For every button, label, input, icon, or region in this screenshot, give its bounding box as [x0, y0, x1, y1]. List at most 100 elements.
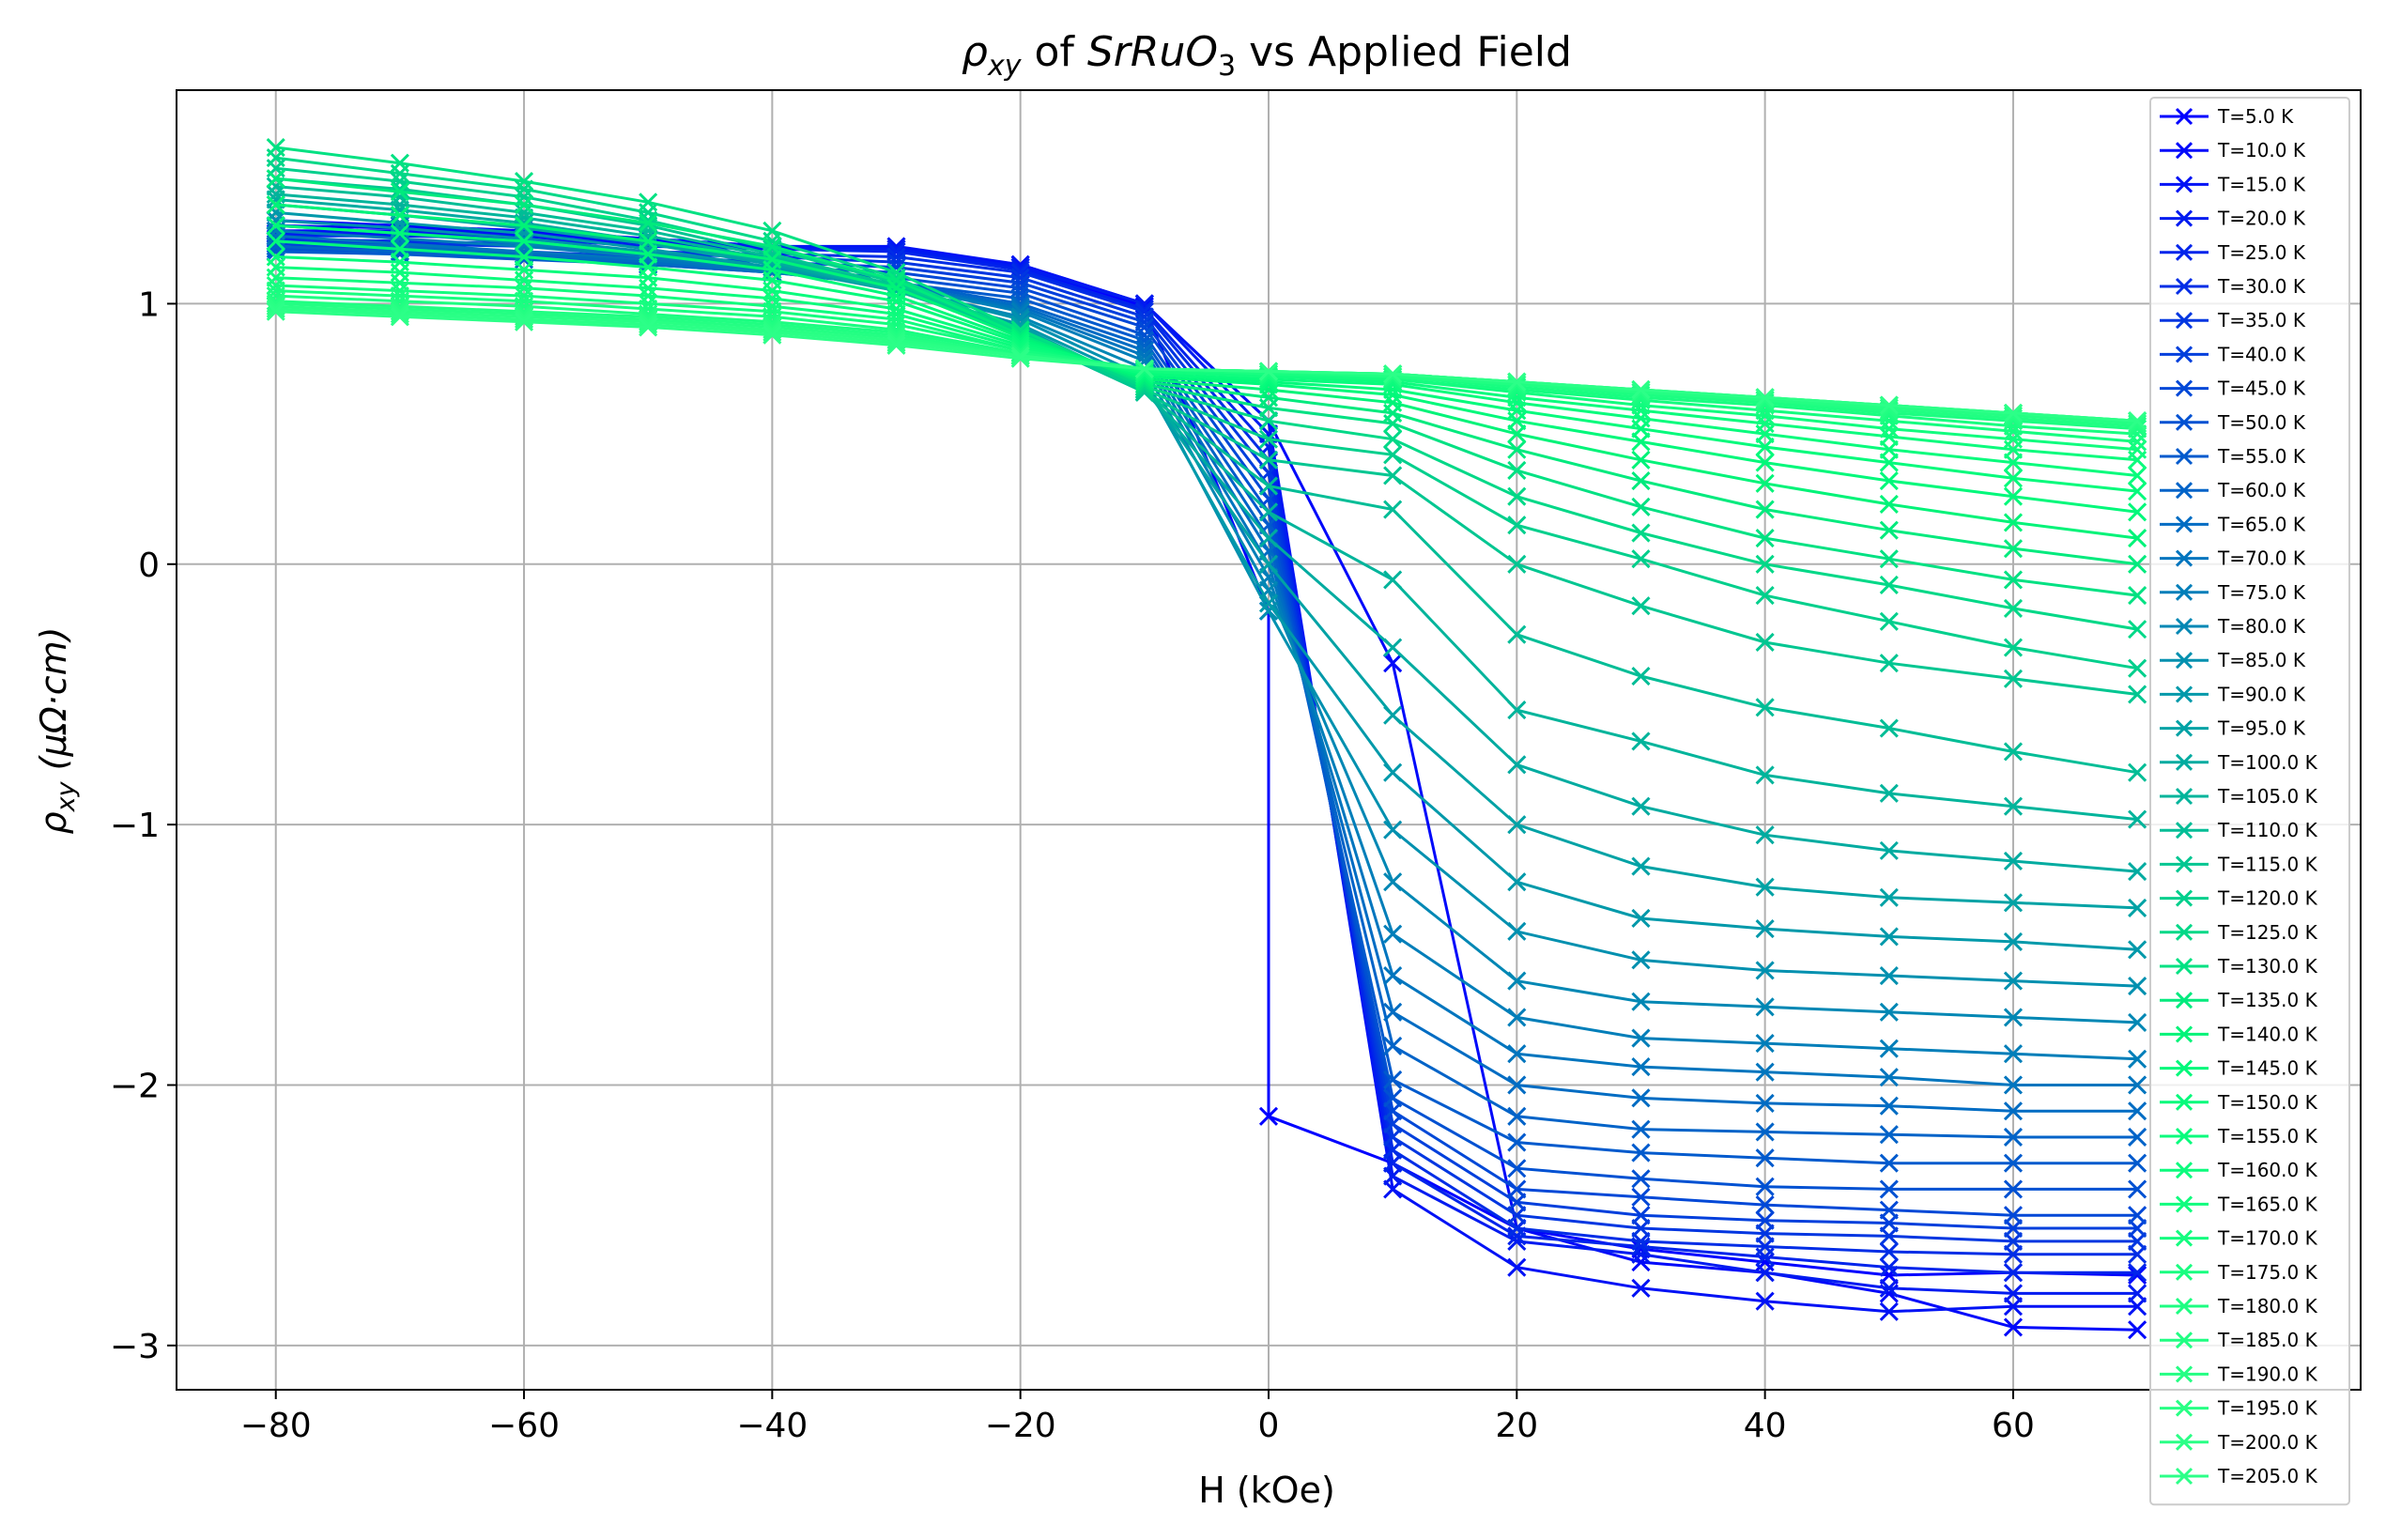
- data-point: [1383, 364, 1403, 384]
- legend-label: T=145.0 K: [2217, 1057, 2318, 1080]
- legend-marker: [2175, 1365, 2194, 1383]
- series-line: [275, 185, 2138, 775]
- data-point: [1879, 549, 1899, 569]
- legend-entry: T=25.0 K: [2160, 241, 2306, 264]
- legend-label: T=5.0 K: [2217, 105, 2294, 128]
- data-point: [1631, 856, 1651, 876]
- data-point: [1755, 1177, 1775, 1196]
- legend-label: T=135.0 K: [2217, 989, 2318, 1011]
- data-point: [1383, 1070, 1403, 1090]
- y-tick-label: −2: [110, 1067, 160, 1105]
- data-point: [2128, 411, 2147, 431]
- data-point: [1507, 815, 1527, 835]
- data-point: [2003, 406, 2024, 425]
- legend-marker: [2175, 719, 2194, 737]
- data-point: [1631, 1278, 1651, 1298]
- data-point: [1507, 1179, 1527, 1199]
- legend-marker: [2175, 1263, 2194, 1281]
- data-point: [1755, 961, 1775, 980]
- data-point: [514, 172, 534, 192]
- series-line: [275, 223, 2138, 514]
- data-point: [390, 307, 409, 327]
- legend-marker: [2175, 482, 2194, 500]
- data-point: [514, 216, 534, 236]
- data-point: [1755, 1263, 1775, 1283]
- data-point: [514, 194, 534, 215]
- series-line: [275, 203, 2138, 910]
- data-point: [1755, 765, 1775, 785]
- data-point: [1879, 611, 1899, 631]
- legend-label: T=155.0 K: [2217, 1125, 2318, 1147]
- data-point: [1507, 624, 1527, 644]
- y-tick-label: 0: [138, 547, 160, 585]
- legend-marker: [2175, 889, 2194, 907]
- data-point: [1383, 500, 1403, 519]
- series-group: [266, 137, 2147, 606]
- x-tick-label: −80: [240, 1407, 312, 1445]
- data-point: [1258, 1106, 1279, 1126]
- data-point: [2003, 796, 2024, 816]
- legend-entry: T=45.0 K: [2160, 377, 2306, 400]
- data-point: [1755, 997, 1775, 1017]
- data-point: [1507, 1008, 1527, 1027]
- legend-entry: T=155.0 K: [2160, 1125, 2318, 1147]
- data-point: [2128, 1263, 2147, 1283]
- data-point: [1631, 1028, 1651, 1048]
- data-point: [1258, 502, 1279, 522]
- data-point: [2003, 1284, 2024, 1303]
- data-point: [1507, 701, 1527, 720]
- legend-marker: [2175, 1229, 2194, 1247]
- data-point: [1631, 382, 1651, 402]
- data-point: [2128, 762, 2147, 782]
- data-point: [2128, 1153, 2147, 1173]
- data-point: [1507, 1159, 1527, 1178]
- data-point: [1755, 473, 1775, 493]
- data-point: [2128, 809, 2147, 829]
- legend-marker: [2175, 516, 2194, 533]
- y-tick-label: −3: [110, 1328, 160, 1366]
- legend-label: T=100.0 K: [2217, 751, 2318, 774]
- data-point: [2003, 1153, 2024, 1173]
- legend-marker: [2175, 277, 2194, 296]
- legend-box: [2149, 97, 2350, 1506]
- legend-entry: T=95.0 K: [2160, 717, 2306, 740]
- data-point: [1383, 1088, 1403, 1108]
- data-point: [639, 317, 658, 337]
- data-point: [1507, 516, 1527, 535]
- legend-entry: T=20.0 K: [2160, 208, 2306, 230]
- data-point: [2128, 977, 2147, 996]
- data-point: [1507, 375, 1527, 394]
- data-point: [1879, 1125, 1899, 1145]
- data-point: [2003, 893, 2024, 913]
- data-point: [1010, 348, 1030, 368]
- legend-marker: [2175, 243, 2194, 261]
- data-point: [1755, 1062, 1775, 1082]
- legend-entry: T=170.0 K: [2160, 1227, 2318, 1250]
- legend-marker: [2175, 1162, 2194, 1179]
- data-point: [266, 301, 285, 321]
- x-axis-label: H (kOe): [1198, 1470, 1335, 1511]
- legend-marker: [2175, 652, 2194, 670]
- data-point: [762, 322, 782, 343]
- legend-entry: T=65.0 K: [2160, 513, 2306, 535]
- data-point: [2128, 658, 2147, 678]
- plot-area: [266, 137, 2147, 1340]
- legend-label: T=105.0 K: [2217, 785, 2318, 808]
- series-line: [275, 166, 2138, 670]
- legend-marker: [2175, 1025, 2194, 1043]
- data-point: [2003, 513, 2024, 532]
- data-point: [1755, 632, 1775, 653]
- legend-entry: T=70.0 K: [2160, 547, 2306, 570]
- data-point: [1631, 450, 1651, 470]
- legend-label: T=50.0 K: [2217, 411, 2306, 434]
- data-point: [266, 194, 285, 215]
- legend-entry: T=40.0 K: [2160, 343, 2306, 365]
- data-point: [1879, 398, 1899, 418]
- legend-label: T=120.0 K: [2217, 887, 2318, 910]
- legend-marker: [2175, 413, 2194, 431]
- data-point: [2003, 669, 2024, 688]
- data-point: [2003, 1101, 2024, 1121]
- data-point: [2003, 932, 2024, 952]
- legend-marker: [2175, 346, 2194, 363]
- data-point: [1879, 1257, 1899, 1277]
